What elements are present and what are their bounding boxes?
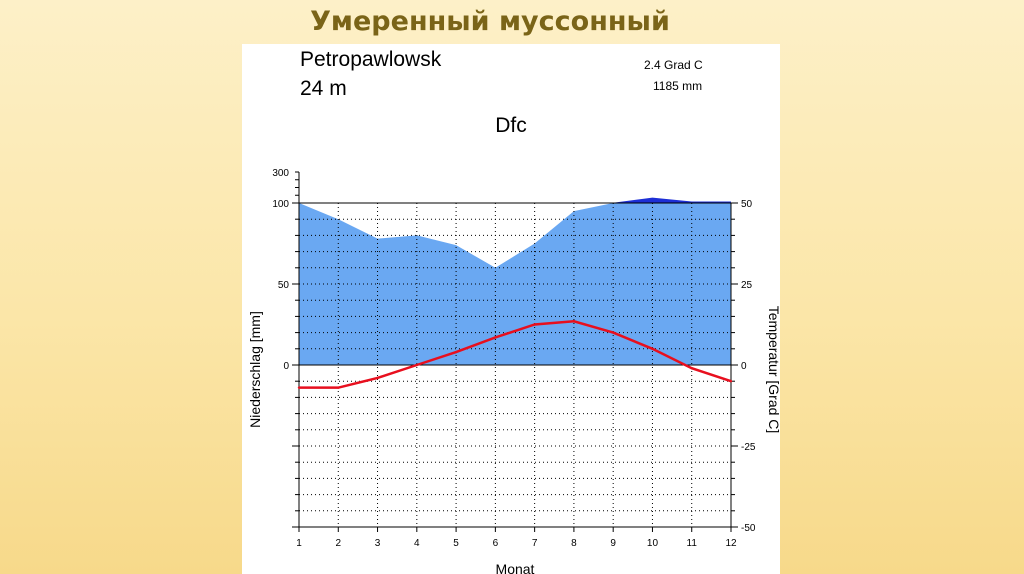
- right-tick-label: -25: [741, 442, 756, 453]
- temperature-point: [494, 336, 497, 339]
- x-tick-label: 6: [493, 538, 499, 549]
- temperature-point: [651, 347, 654, 350]
- x-tick-label: 12: [725, 538, 737, 549]
- temperature-point: [337, 386, 340, 389]
- x-tick-label: 4: [414, 538, 420, 549]
- left-axis-label: Niederschlag [mm]: [247, 311, 263, 428]
- temperature-point: [415, 363, 419, 367]
- temperature-point: [572, 320, 576, 323]
- temperature-point: [454, 350, 458, 354]
- temperature-point: [690, 367, 693, 370]
- temperature-point: [533, 323, 536, 326]
- right-tick-label: 25: [741, 280, 753, 291]
- right-axis-label: Temperatur [Grad C]: [766, 306, 780, 434]
- x-tick-label: 9: [610, 538, 616, 549]
- station-name: Petropawlowsk: [300, 48, 442, 71]
- climate-classification: Dfc: [495, 114, 527, 137]
- temperature-point: [376, 376, 379, 380]
- x-tick-label: 11: [687, 538, 698, 549]
- temperature-line: [299, 319, 732, 389]
- right-tick-label: 0: [741, 361, 747, 372]
- excess-precipitation-area: [299, 197, 731, 203]
- left-tick-label: 300: [272, 168, 289, 179]
- station-altitude: 24 m: [300, 77, 347, 100]
- left-tick-label: 100: [272, 199, 289, 210]
- left-tick-label: 0: [283, 361, 289, 372]
- x-tick-label: 10: [647, 538, 659, 549]
- x-axis-label: Monat: [496, 561, 535, 574]
- temperature-point: [297, 386, 301, 389]
- annual-precipitation: 1185 mm: [653, 79, 703, 93]
- right-tick-label: 50: [741, 199, 753, 210]
- mean-temperature: 2.4 Grad C: [644, 58, 703, 72]
- slide-title: Умеренный муссонный: [310, 6, 670, 37]
- temperature-point: [611, 331, 615, 334]
- right-tick-label: -50: [741, 523, 756, 534]
- climate-diagram-panel: Petropawlowsk 24 m 2.4 Grad C 1185 mm Df…: [242, 44, 780, 574]
- x-tick-label: 3: [375, 538, 381, 549]
- temperature-point: [729, 380, 733, 383]
- x-tick-label: 7: [532, 538, 538, 549]
- x-tick-label: 8: [571, 538, 577, 549]
- left-tick-label: 50: [278, 280, 290, 291]
- x-tick-label: 5: [453, 538, 459, 549]
- x-tick-label: 1: [296, 538, 302, 549]
- x-tick-label: 2: [335, 538, 341, 549]
